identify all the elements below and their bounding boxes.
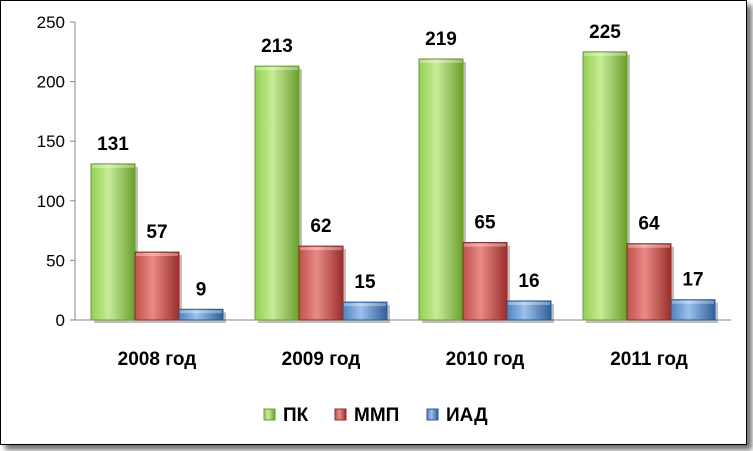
bar-bevel xyxy=(420,59,462,63)
legend-swatch xyxy=(426,408,439,421)
bar-ММП-2008 год xyxy=(134,251,180,321)
bars-group xyxy=(90,51,718,324)
data-label: 16 xyxy=(518,271,539,292)
bar-ИАД-2011 год xyxy=(670,299,716,321)
bar-ИАД-2009 год xyxy=(342,301,388,321)
data-labels-group: 131 57 9 213 62 15 219 65 16 225 64 17 xyxy=(97,22,703,300)
bar-ИАД-2008 год xyxy=(178,308,224,321)
bar-chart: 0 50 100 150 200 250 131 57 9 213 62 15 219 65 16 225 6… xyxy=(37,13,731,426)
legend-label: ММП xyxy=(354,405,399,426)
legend-label: ИАД xyxy=(446,405,488,426)
bar-ПК-2010 год xyxy=(418,58,464,321)
data-label: 15 xyxy=(354,272,376,293)
bar-bevel xyxy=(136,253,178,257)
data-label: 64 xyxy=(638,214,660,235)
legend-item-ММП: ММП xyxy=(334,405,399,426)
chart-frame: 0 50 100 150 200 250 131 57 9 213 62 15 219 65 16 225 6… xyxy=(0,0,747,445)
data-label: 131 xyxy=(97,134,129,155)
legend: ПК ММП ИАД xyxy=(263,405,488,426)
bar-bevel xyxy=(584,52,626,56)
y-tick-label: 100 xyxy=(37,192,65,211)
category-labels-group: 2008 год 2009 год 2010 год 2011 год xyxy=(118,349,688,370)
data-label: 65 xyxy=(474,213,496,234)
bar-ММП-2009 год xyxy=(298,245,344,321)
y-tick-label: 200 xyxy=(37,73,65,92)
data-label: 9 xyxy=(196,279,207,300)
bar-ММП-2011 год xyxy=(626,243,672,321)
legend-item-ИАД: ИАД xyxy=(426,405,488,426)
bar-bevel xyxy=(464,243,506,247)
bar-bevel xyxy=(344,303,386,307)
bar-ПК-2008 год xyxy=(90,163,136,321)
legend-item-ПК: ПК xyxy=(263,405,309,426)
x-category-label: 2008 год xyxy=(118,349,197,370)
bar-ПК-2009 год xyxy=(254,65,300,321)
data-label: 219 xyxy=(425,29,457,50)
x-category-label: 2011 год xyxy=(610,349,688,370)
data-label: 57 xyxy=(146,222,167,243)
legend-swatch xyxy=(263,408,276,421)
bar-bevel xyxy=(300,247,342,251)
data-label: 213 xyxy=(261,36,293,57)
bar-bevel xyxy=(628,244,670,248)
bar-bevel xyxy=(180,310,222,314)
bar-bevel xyxy=(256,67,298,71)
x-category-label: 2010 год xyxy=(446,349,525,370)
y-tick-label: 0 xyxy=(56,311,65,330)
y-tick-label: 50 xyxy=(46,251,65,270)
data-label: 225 xyxy=(589,22,621,43)
y-tick-label: 250 xyxy=(37,13,65,32)
x-category-label: 2009 год xyxy=(282,349,361,370)
bar-ПК-2011 год xyxy=(582,51,628,321)
bar-ММП-2010 год xyxy=(462,242,508,321)
y-tick-label: 150 xyxy=(37,132,65,151)
bar-bevel xyxy=(672,300,714,304)
legend-label: ПК xyxy=(283,405,309,426)
bar-ИАД-2010 год xyxy=(506,300,552,321)
data-label: 17 xyxy=(682,270,703,291)
bar-bevel xyxy=(508,301,550,305)
data-label: 62 xyxy=(310,216,331,237)
legend-swatch xyxy=(334,408,347,421)
bar-bevel xyxy=(92,164,134,168)
